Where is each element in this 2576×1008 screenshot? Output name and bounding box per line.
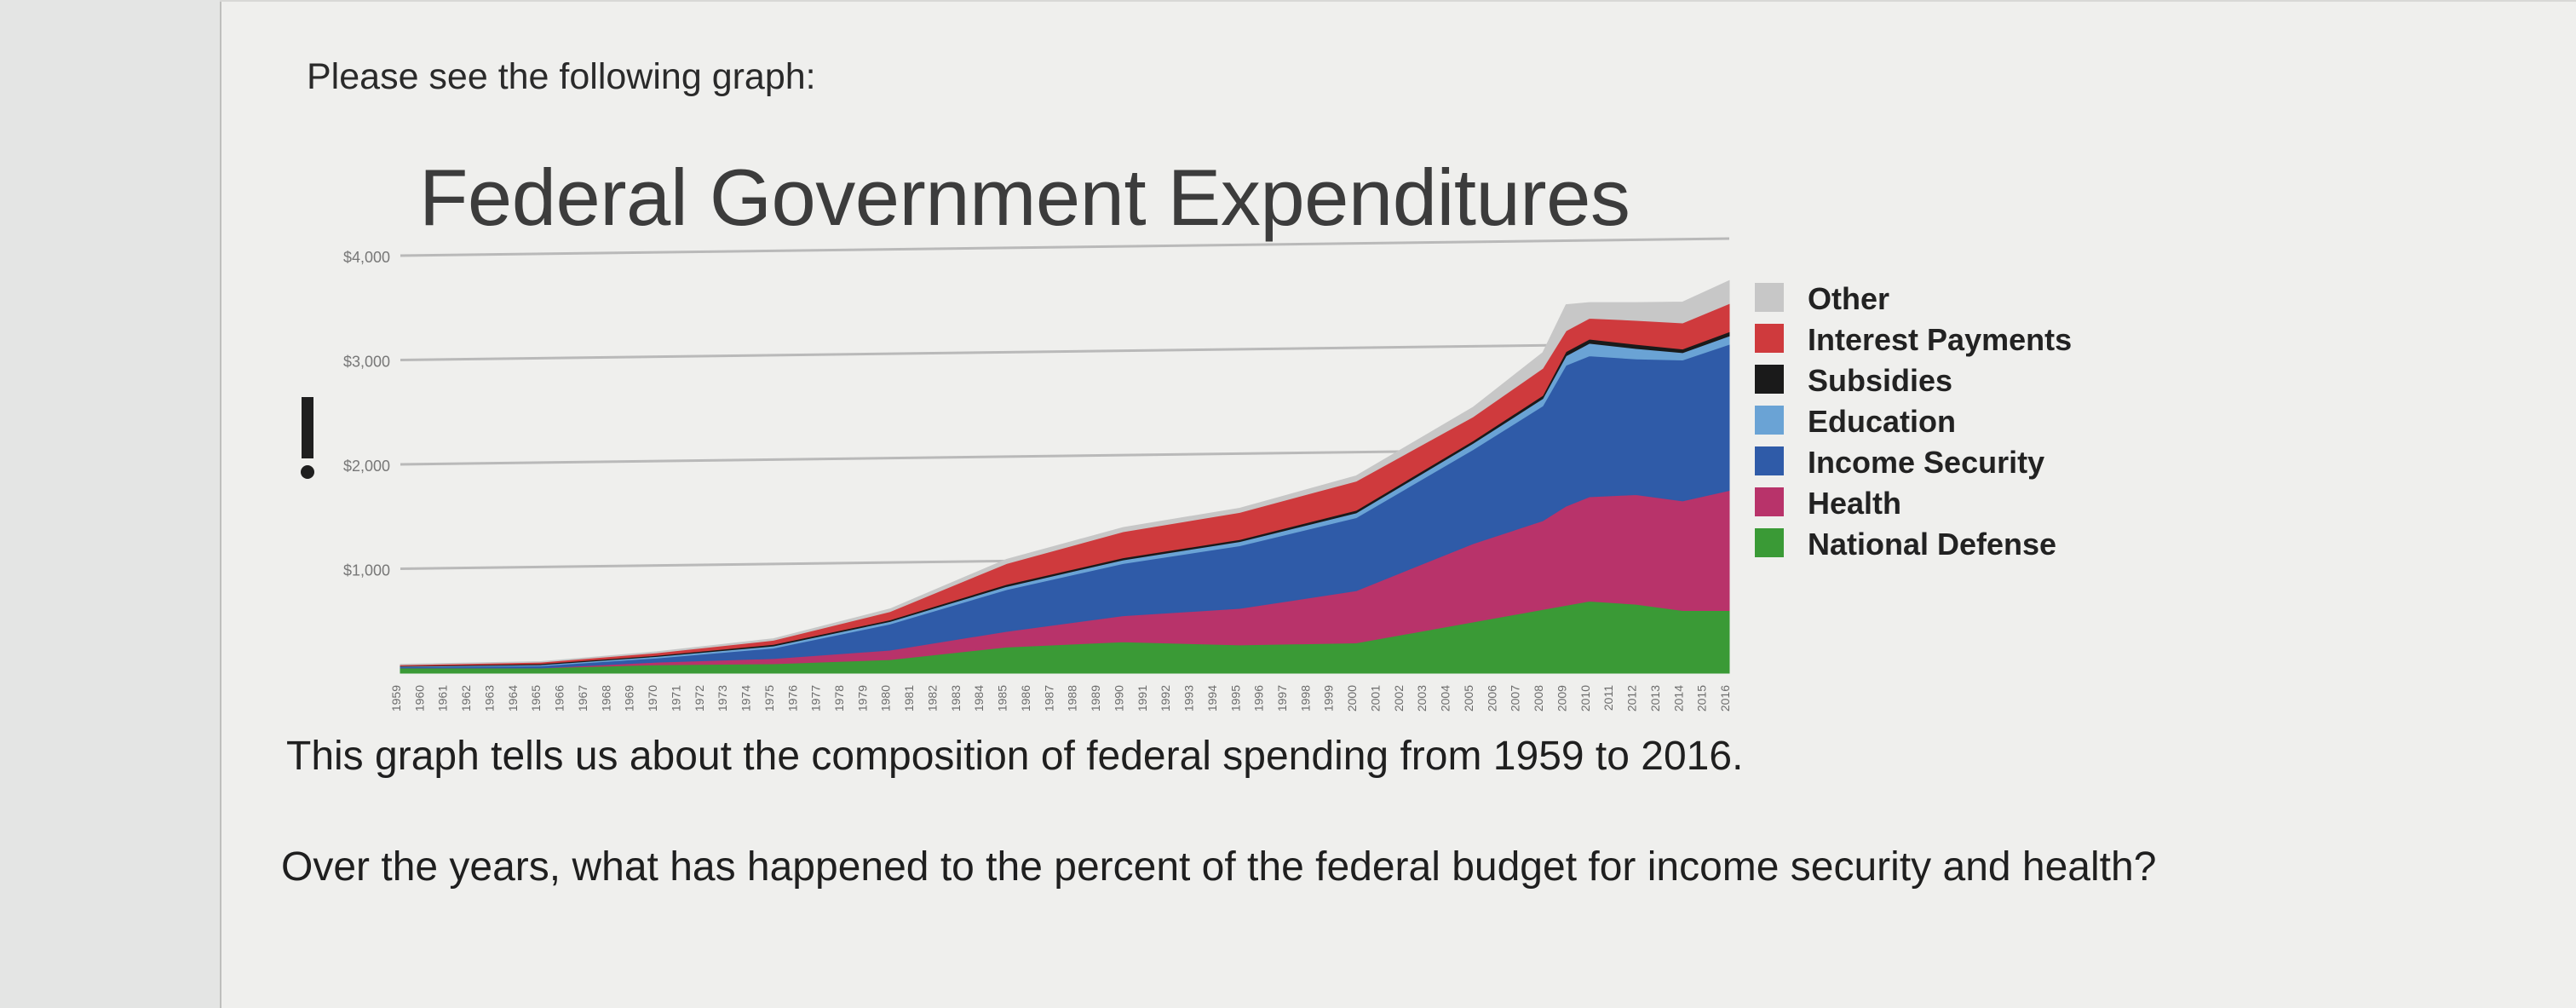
- gridline: [400, 342, 1730, 361]
- panel-top-rule: [220, 0, 2576, 2]
- legend-swatch: [1755, 324, 1784, 353]
- x-tick-label: 1984: [972, 685, 986, 711]
- x-tick-label: 1991: [1136, 685, 1149, 711]
- x-tick-label: 1960: [412, 685, 426, 711]
- question-prompt: Over the years, what has happened to the…: [281, 844, 2157, 890]
- x-tick-label: 1983: [949, 685, 963, 711]
- x-tick-label: 2004: [1439, 685, 1452, 711]
- x-tick-label: 1989: [1089, 685, 1102, 711]
- x-tick-label: 2001: [1368, 685, 1382, 711]
- question-context: This graph tells us about the compositio…: [286, 734, 1744, 779]
- x-tick-label: 1993: [1182, 685, 1196, 711]
- exclamation-marker-icon: [296, 397, 320, 487]
- area-layer: [400, 279, 1730, 674]
- x-tick-label: 2002: [1392, 685, 1406, 711]
- x-tick-label: 1978: [832, 685, 846, 711]
- y-tick-label: $1,000: [343, 562, 390, 579]
- legend-swatch: [1755, 406, 1784, 435]
- x-tick-label: 1996: [1252, 685, 1266, 711]
- x-tick-label: 1965: [529, 685, 543, 711]
- x-tick-label: 1966: [553, 685, 566, 711]
- legend-swatch: [1755, 283, 1784, 312]
- x-tick-label: 2000: [1345, 685, 1359, 711]
- legend-label: Health: [1808, 486, 1902, 521]
- x-tick-label: 2016: [1718, 685, 1732, 711]
- x-tick-label: 1998: [1298, 685, 1312, 711]
- chart-title: Federal Government Expenditures: [419, 153, 1630, 242]
- x-tick-label: 1995: [1228, 685, 1242, 711]
- x-tick-label: 2007: [1509, 685, 1522, 711]
- x-tick-label: 2005: [1462, 685, 1475, 711]
- x-tick-label: 1971: [669, 685, 682, 711]
- y-tick-label: $4,000: [343, 249, 390, 266]
- x-tick-label: 1968: [599, 685, 612, 711]
- x-tick-label: 2012: [1625, 685, 1639, 711]
- x-tick-label: 1980: [879, 685, 893, 711]
- x-tick-label: 1967: [576, 685, 589, 711]
- x-tick-label: 1973: [716, 685, 729, 711]
- legend-label: Subsidies: [1808, 363, 1953, 398]
- x-tick-label: 1988: [1066, 685, 1079, 711]
- x-tick-label: 1977: [809, 685, 823, 711]
- x-tick-label: 1994: [1205, 685, 1219, 711]
- x-tick-labels: 1959 1960 1961 1962 1963 1964 1965 1966 1967 1968…: [389, 685, 1732, 711]
- x-tick-label: 1997: [1275, 685, 1289, 711]
- x-tick-label: 1986: [1019, 685, 1032, 711]
- x-tick-label: 1964: [506, 685, 520, 711]
- x-tick-label: 1969: [623, 685, 636, 711]
- y-tick-label: $2,000: [343, 458, 390, 475]
- x-tick-label: 1985: [996, 685, 1009, 711]
- y-tick-labels: $1,000 $2,000 $3,000 $4,000: [343, 249, 390, 579]
- x-tick-label: 1959: [389, 685, 403, 711]
- intro-text: Please see the following graph:: [307, 56, 816, 97]
- x-tick-label: 2013: [1648, 685, 1662, 711]
- x-tick-label: 2010: [1578, 685, 1592, 711]
- x-tick-label: 2015: [1695, 685, 1709, 711]
- x-tick-label: 1990: [1112, 685, 1125, 711]
- y-tick-label: $3,000: [343, 354, 390, 371]
- legend-label: Interest Payments: [1808, 322, 2073, 357]
- x-tick-label: 1975: [762, 685, 776, 711]
- x-tick-label: 1987: [1042, 685, 1055, 711]
- x-tick-label: 2014: [1671, 685, 1685, 711]
- x-tick-label: 1974: [739, 685, 753, 711]
- x-tick-label: 1979: [855, 685, 869, 711]
- x-tick-label: 2003: [1415, 685, 1429, 711]
- x-tick-label: 1962: [459, 685, 473, 711]
- legend-swatch: [1755, 446, 1784, 475]
- x-tick-label: 1970: [646, 685, 659, 711]
- x-tick-label: 1999: [1322, 685, 1336, 711]
- x-tick-label: 2006: [1485, 685, 1498, 711]
- x-tick-label: 2011: [1601, 685, 1615, 711]
- legend-swatch: [1755, 487, 1784, 516]
- x-tick-label: 2009: [1555, 685, 1568, 711]
- legend-label: National Defense: [1808, 527, 2057, 562]
- x-tick-label: 1963: [482, 685, 496, 711]
- x-tick-label: 1976: [785, 685, 799, 711]
- legend-label: Education: [1808, 404, 1957, 439]
- legend-swatch: [1755, 528, 1784, 557]
- x-tick-label: 2008: [1532, 685, 1545, 711]
- legend-label: Other: [1808, 281, 1890, 316]
- x-tick-label: 1981: [902, 685, 916, 711]
- gridline: [400, 237, 1730, 257]
- legend-swatch: [1755, 365, 1784, 394]
- x-tick-label: 1961: [436, 685, 450, 711]
- x-tick-label: 1972: [693, 685, 706, 711]
- x-tick-label: 1982: [925, 685, 939, 711]
- series-area-other: [400, 279, 1730, 665]
- x-tick-label: 1992: [1159, 685, 1172, 711]
- legend-label: Income Security: [1808, 445, 2045, 480]
